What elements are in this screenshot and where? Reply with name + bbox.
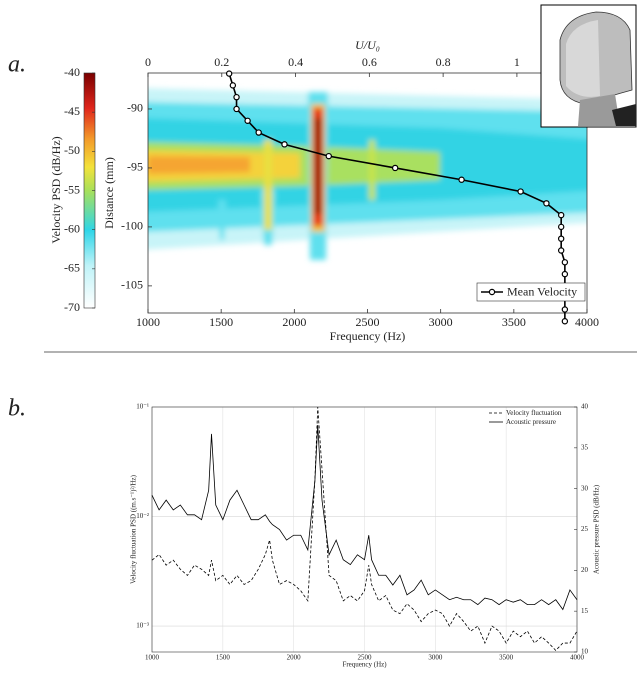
colorbar-tick-label: -40 [64, 65, 80, 79]
mean-velocity-point [281, 141, 288, 148]
mean-velocity-point [557, 235, 565, 242]
mean-velocity-point [557, 223, 565, 231]
series-line [151, 424, 578, 611]
x-tick-label: 1500 [216, 654, 231, 662]
panel-label: a. [8, 52, 26, 78]
x-tick-label: 4000 [570, 654, 585, 662]
x2-tick-label: 0 [145, 55, 151, 69]
y2-tick-label: 30 [581, 484, 589, 492]
x-axis-label: Frequency (Hz) [330, 329, 406, 343]
legend-marker [488, 288, 496, 296]
x-tick-label: 1000 [136, 315, 160, 329]
y-tick-label: -100 [121, 219, 143, 233]
x-tick-label: 2500 [356, 315, 380, 329]
x-tick-label: 1500 [209, 315, 233, 329]
mean-velocity-point [255, 129, 262, 136]
panel-a: 1000 1500 2000 2500 3000 3500 4000 0 0.2 0.4 0.6 0.… [49, 38, 599, 343]
colorbar-tick-label: -50 [64, 143, 80, 157]
x2-tick-label: 0.6 [362, 55, 377, 69]
x2-tick-label: 0.8 [436, 55, 451, 69]
colorbar-tick-label: -60 [64, 221, 80, 235]
legend-label: Acoustic pressure [506, 418, 556, 426]
x-tick-label: 2000 [282, 315, 306, 329]
x2-tick-label: 0.4 [288, 55, 303, 69]
mean-velocity-point [391, 164, 399, 172]
y-axis-label: Velocity fluctuation PSD ((m.s⁻¹)²/Hz) [130, 474, 138, 584]
mean-velocity-point [561, 306, 569, 313]
mean-velocity-line [228, 73, 566, 322]
inset-model [540, 4, 637, 128]
mean-velocity-point [557, 211, 565, 219]
legend-box [476, 282, 586, 302]
y-tick-label: 10⁻² [136, 512, 149, 520]
colorbar-tick-label: -70 [64, 300, 80, 314]
y-tick-label: 10⁻³ [136, 622, 149, 630]
x2-tick-label: 1 [514, 55, 520, 69]
y-tick-label: -90 [127, 101, 143, 115]
mean-velocity-point [517, 188, 524, 195]
mean-velocity-point [561, 259, 569, 266]
mean-velocity-point [561, 270, 569, 278]
x-tick-label: 1000 [145, 654, 160, 662]
x-tick-label: 3500 [502, 315, 526, 329]
x-tick-label: 2000 [287, 654, 302, 662]
mean-velocity-point [561, 318, 569, 325]
panel-label: b. [8, 396, 26, 422]
mean-velocity-point [233, 93, 240, 101]
x-tick-label: 3000 [428, 654, 443, 662]
y2-tick-label: 20 [581, 566, 589, 574]
mean-velocity-point [543, 200, 550, 207]
x-tick-label: 3000 [429, 315, 453, 329]
x-tick-label: 3500 [499, 654, 514, 662]
mean-velocity-point [229, 82, 237, 89]
heatmap [148, 88, 587, 260]
x-tick-label: 2500 [358, 654, 373, 662]
mean-velocity-point [557, 247, 565, 254]
x2-tick-label: 0.2 [214, 55, 229, 69]
mean-velocity-point [325, 152, 332, 160]
x2-axis-label: U/U₀ [355, 38, 380, 52]
colorbar-tick-label: -55 [64, 182, 80, 196]
colorbar-tick-label: -65 [64, 261, 80, 275]
panel-b: 1000 1500 2000 2500 3000 3500 4000 10⁻³ 10⁻² 10⁻¹… [130, 403, 601, 669]
y2-tick-label: 35 [581, 443, 589, 451]
y2-tick-label: 10 [581, 648, 589, 656]
mean-velocity-point [233, 105, 240, 113]
mean-velocity-point [458, 176, 465, 183]
plot-frame [151, 406, 578, 653]
y2-axis-label: Acoustic pressure PSD (dB/Hz) [593, 484, 601, 574]
y2-tick-label: 40 [581, 403, 589, 411]
y-tick-label: 10⁻¹ [136, 403, 149, 411]
legend-label: Mean Velocity [507, 284, 577, 298]
mean-velocity-point [225, 70, 233, 77]
x-tick-label: 4000 [575, 315, 599, 329]
y2-tick-label: 25 [581, 525, 589, 533]
colorbar-label: Velocity PSD (dB/Hz) [49, 136, 63, 243]
mean-velocity-point [244, 117, 251, 124]
x-axis-label: Frequency (Hz) [342, 661, 387, 669]
y-tick-label: -95 [127, 160, 143, 174]
legend-label: Velocity fluctuation [506, 409, 562, 417]
y-axis-label: Distance (mm) [102, 157, 116, 229]
y-tick-label: -105 [121, 278, 143, 292]
colorbar-tick-label: -45 [64, 104, 80, 118]
y2-tick-label: 15 [581, 607, 589, 615]
